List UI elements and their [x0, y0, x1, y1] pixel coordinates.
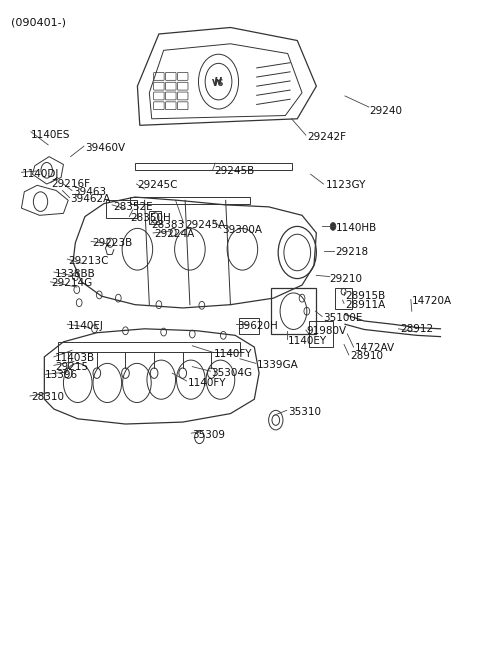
- Text: 29223B: 29223B: [92, 238, 132, 248]
- Text: 39460V: 39460V: [85, 143, 125, 153]
- Text: 29215: 29215: [55, 362, 88, 371]
- Text: 1140FY: 1140FY: [214, 348, 252, 358]
- Text: 91980V: 91980V: [307, 326, 347, 337]
- Text: 1472AV: 1472AV: [355, 343, 395, 353]
- Text: 28910: 28910: [350, 351, 383, 361]
- Text: 1338BB: 1338BB: [55, 269, 96, 279]
- Text: 28912: 28912: [400, 324, 433, 335]
- Text: 29245B: 29245B: [214, 166, 254, 176]
- Text: 35310: 35310: [288, 407, 321, 417]
- Text: 35304G: 35304G: [211, 368, 252, 378]
- Text: 13396: 13396: [45, 370, 78, 380]
- Text: 39300A: 39300A: [222, 225, 262, 234]
- Text: 29210: 29210: [330, 274, 363, 284]
- Text: 29242F: 29242F: [307, 132, 346, 142]
- Text: V6: V6: [212, 79, 225, 88]
- Text: 39620H: 39620H: [238, 321, 278, 331]
- Text: 1123GY: 1123GY: [326, 180, 366, 191]
- Text: (090401-): (090401-): [11, 18, 66, 28]
- Text: 1140ES: 1140ES: [31, 130, 71, 140]
- Circle shape: [330, 223, 336, 231]
- Text: 29218: 29218: [336, 248, 369, 257]
- Text: 28911A: 28911A: [345, 300, 385, 310]
- Text: 1339GA: 1339GA: [257, 360, 299, 369]
- Text: 39462A: 39462A: [71, 194, 111, 204]
- Text: 28383: 28383: [152, 220, 185, 230]
- Text: 28350H: 28350H: [130, 213, 171, 223]
- Text: 29213C: 29213C: [68, 256, 108, 266]
- Text: 1140FY: 1140FY: [188, 378, 226, 388]
- Text: 35309: 35309: [192, 430, 225, 440]
- Text: 29245C: 29245C: [137, 180, 178, 191]
- Text: 29216F: 29216F: [51, 179, 91, 189]
- Text: 29240: 29240: [369, 106, 402, 116]
- Text: H: H: [214, 77, 222, 86]
- Text: 28352E: 28352E: [114, 202, 153, 212]
- Text: 29245A: 29245A: [185, 220, 226, 230]
- Text: 29224A: 29224A: [154, 229, 194, 239]
- Text: 14720A: 14720A: [412, 297, 452, 307]
- Text: 28310: 28310: [31, 392, 64, 402]
- Text: 35100E: 35100E: [324, 312, 363, 323]
- Text: 1140DJ: 1140DJ: [22, 169, 59, 179]
- Text: 29214G: 29214G: [51, 278, 93, 288]
- Text: 39463: 39463: [73, 187, 106, 197]
- Text: 1140HB: 1140HB: [336, 223, 377, 233]
- Text: 1140EJ: 1140EJ: [68, 321, 104, 331]
- Text: 1140EY: 1140EY: [288, 335, 327, 346]
- Text: 11403B: 11403B: [55, 353, 95, 363]
- Text: 28915B: 28915B: [345, 291, 385, 301]
